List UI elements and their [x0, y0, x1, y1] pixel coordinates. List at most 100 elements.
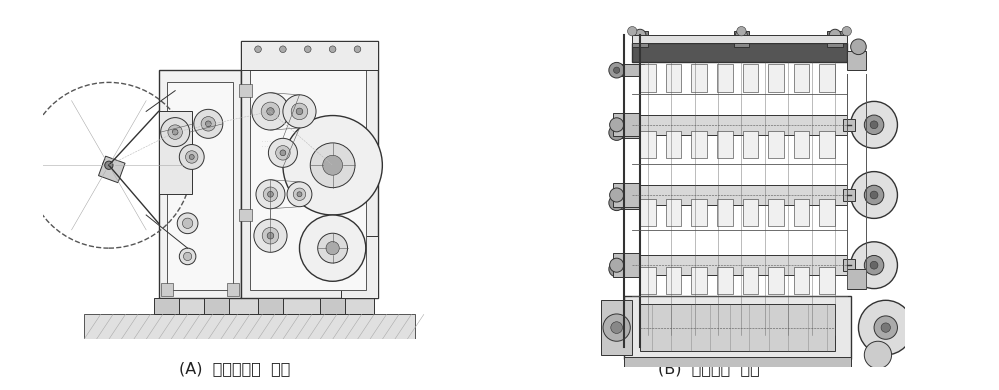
Bar	[632, 31, 647, 47]
Text: (B)  크릴장치  도면: (B) 크릴장치 도면	[658, 361, 760, 376]
Circle shape	[261, 102, 280, 121]
Bar	[161, 284, 173, 296]
Circle shape	[613, 129, 619, 136]
Circle shape	[603, 314, 630, 341]
Circle shape	[161, 118, 190, 147]
Circle shape	[287, 182, 312, 207]
Circle shape	[870, 191, 878, 199]
Circle shape	[269, 138, 298, 167]
Bar	[167, 82, 233, 289]
Circle shape	[184, 252, 192, 261]
Bar	[691, 267, 707, 294]
Circle shape	[870, 261, 878, 269]
Circle shape	[608, 125, 624, 140]
Circle shape	[609, 188, 623, 202]
Circle shape	[864, 255, 884, 275]
Circle shape	[283, 95, 316, 128]
Circle shape	[829, 29, 841, 41]
Bar	[827, 31, 843, 47]
Bar	[242, 41, 379, 70]
Bar	[227, 284, 240, 296]
Bar	[665, 199, 681, 226]
Bar	[794, 267, 809, 294]
Bar	[612, 197, 644, 209]
Bar	[717, 267, 732, 294]
Circle shape	[168, 125, 183, 139]
Circle shape	[634, 29, 646, 41]
Bar	[768, 131, 784, 158]
Bar	[159, 70, 242, 298]
Bar	[768, 64, 784, 92]
Bar	[733, 31, 749, 47]
Bar	[240, 85, 252, 97]
Circle shape	[183, 218, 193, 229]
Bar	[640, 267, 655, 294]
Circle shape	[870, 121, 878, 129]
Bar	[742, 267, 758, 294]
Circle shape	[627, 27, 637, 36]
Circle shape	[355, 46, 361, 53]
Bar	[843, 189, 854, 201]
Bar	[612, 183, 640, 207]
Circle shape	[864, 341, 891, 369]
Bar	[742, 199, 758, 226]
Circle shape	[189, 154, 194, 160]
Circle shape	[254, 219, 287, 252]
Circle shape	[305, 46, 311, 53]
Bar	[819, 64, 835, 92]
Circle shape	[256, 180, 285, 209]
Bar	[640, 64, 655, 92]
Circle shape	[255, 46, 262, 53]
Bar	[819, 199, 835, 226]
Circle shape	[864, 115, 884, 135]
Bar	[612, 263, 644, 275]
Bar	[691, 64, 707, 92]
Circle shape	[263, 187, 278, 202]
Circle shape	[613, 266, 619, 272]
Circle shape	[291, 103, 308, 120]
Circle shape	[858, 300, 913, 355]
Bar	[159, 112, 192, 194]
Bar	[632, 255, 847, 275]
Bar	[847, 51, 866, 70]
Circle shape	[608, 62, 624, 78]
Bar	[843, 259, 854, 271]
Bar	[819, 131, 835, 158]
Text: (A)  슬리터장치  도면: (A) 슬리터장치 도면	[179, 361, 291, 376]
Bar	[640, 199, 655, 226]
Circle shape	[864, 185, 884, 205]
Bar	[794, 64, 809, 92]
Circle shape	[609, 258, 623, 272]
Circle shape	[608, 261, 624, 277]
Bar	[717, 131, 732, 158]
Bar	[691, 131, 707, 158]
Bar	[665, 64, 681, 92]
Circle shape	[851, 39, 866, 55]
Bar	[612, 64, 644, 76]
Circle shape	[323, 155, 343, 175]
Bar	[768, 267, 784, 294]
Circle shape	[283, 115, 383, 215]
Bar	[204, 298, 229, 314]
Bar	[155, 298, 179, 314]
Circle shape	[330, 46, 336, 53]
Bar	[819, 267, 835, 294]
Circle shape	[268, 191, 274, 197]
Bar	[632, 35, 847, 43]
Circle shape	[179, 145, 204, 169]
Circle shape	[851, 242, 897, 289]
Circle shape	[851, 172, 897, 218]
Circle shape	[608, 195, 624, 211]
Circle shape	[280, 150, 286, 156]
Bar	[847, 269, 866, 289]
Bar	[601, 300, 632, 355]
Circle shape	[194, 109, 223, 138]
Circle shape	[297, 192, 302, 197]
Circle shape	[201, 117, 216, 131]
Circle shape	[318, 233, 348, 263]
Circle shape	[179, 248, 196, 265]
Bar	[242, 41, 379, 298]
Bar	[742, 131, 758, 158]
Text: · · · ·
· · · ·: · · · · · · · ·	[262, 140, 271, 149]
Circle shape	[206, 121, 211, 127]
